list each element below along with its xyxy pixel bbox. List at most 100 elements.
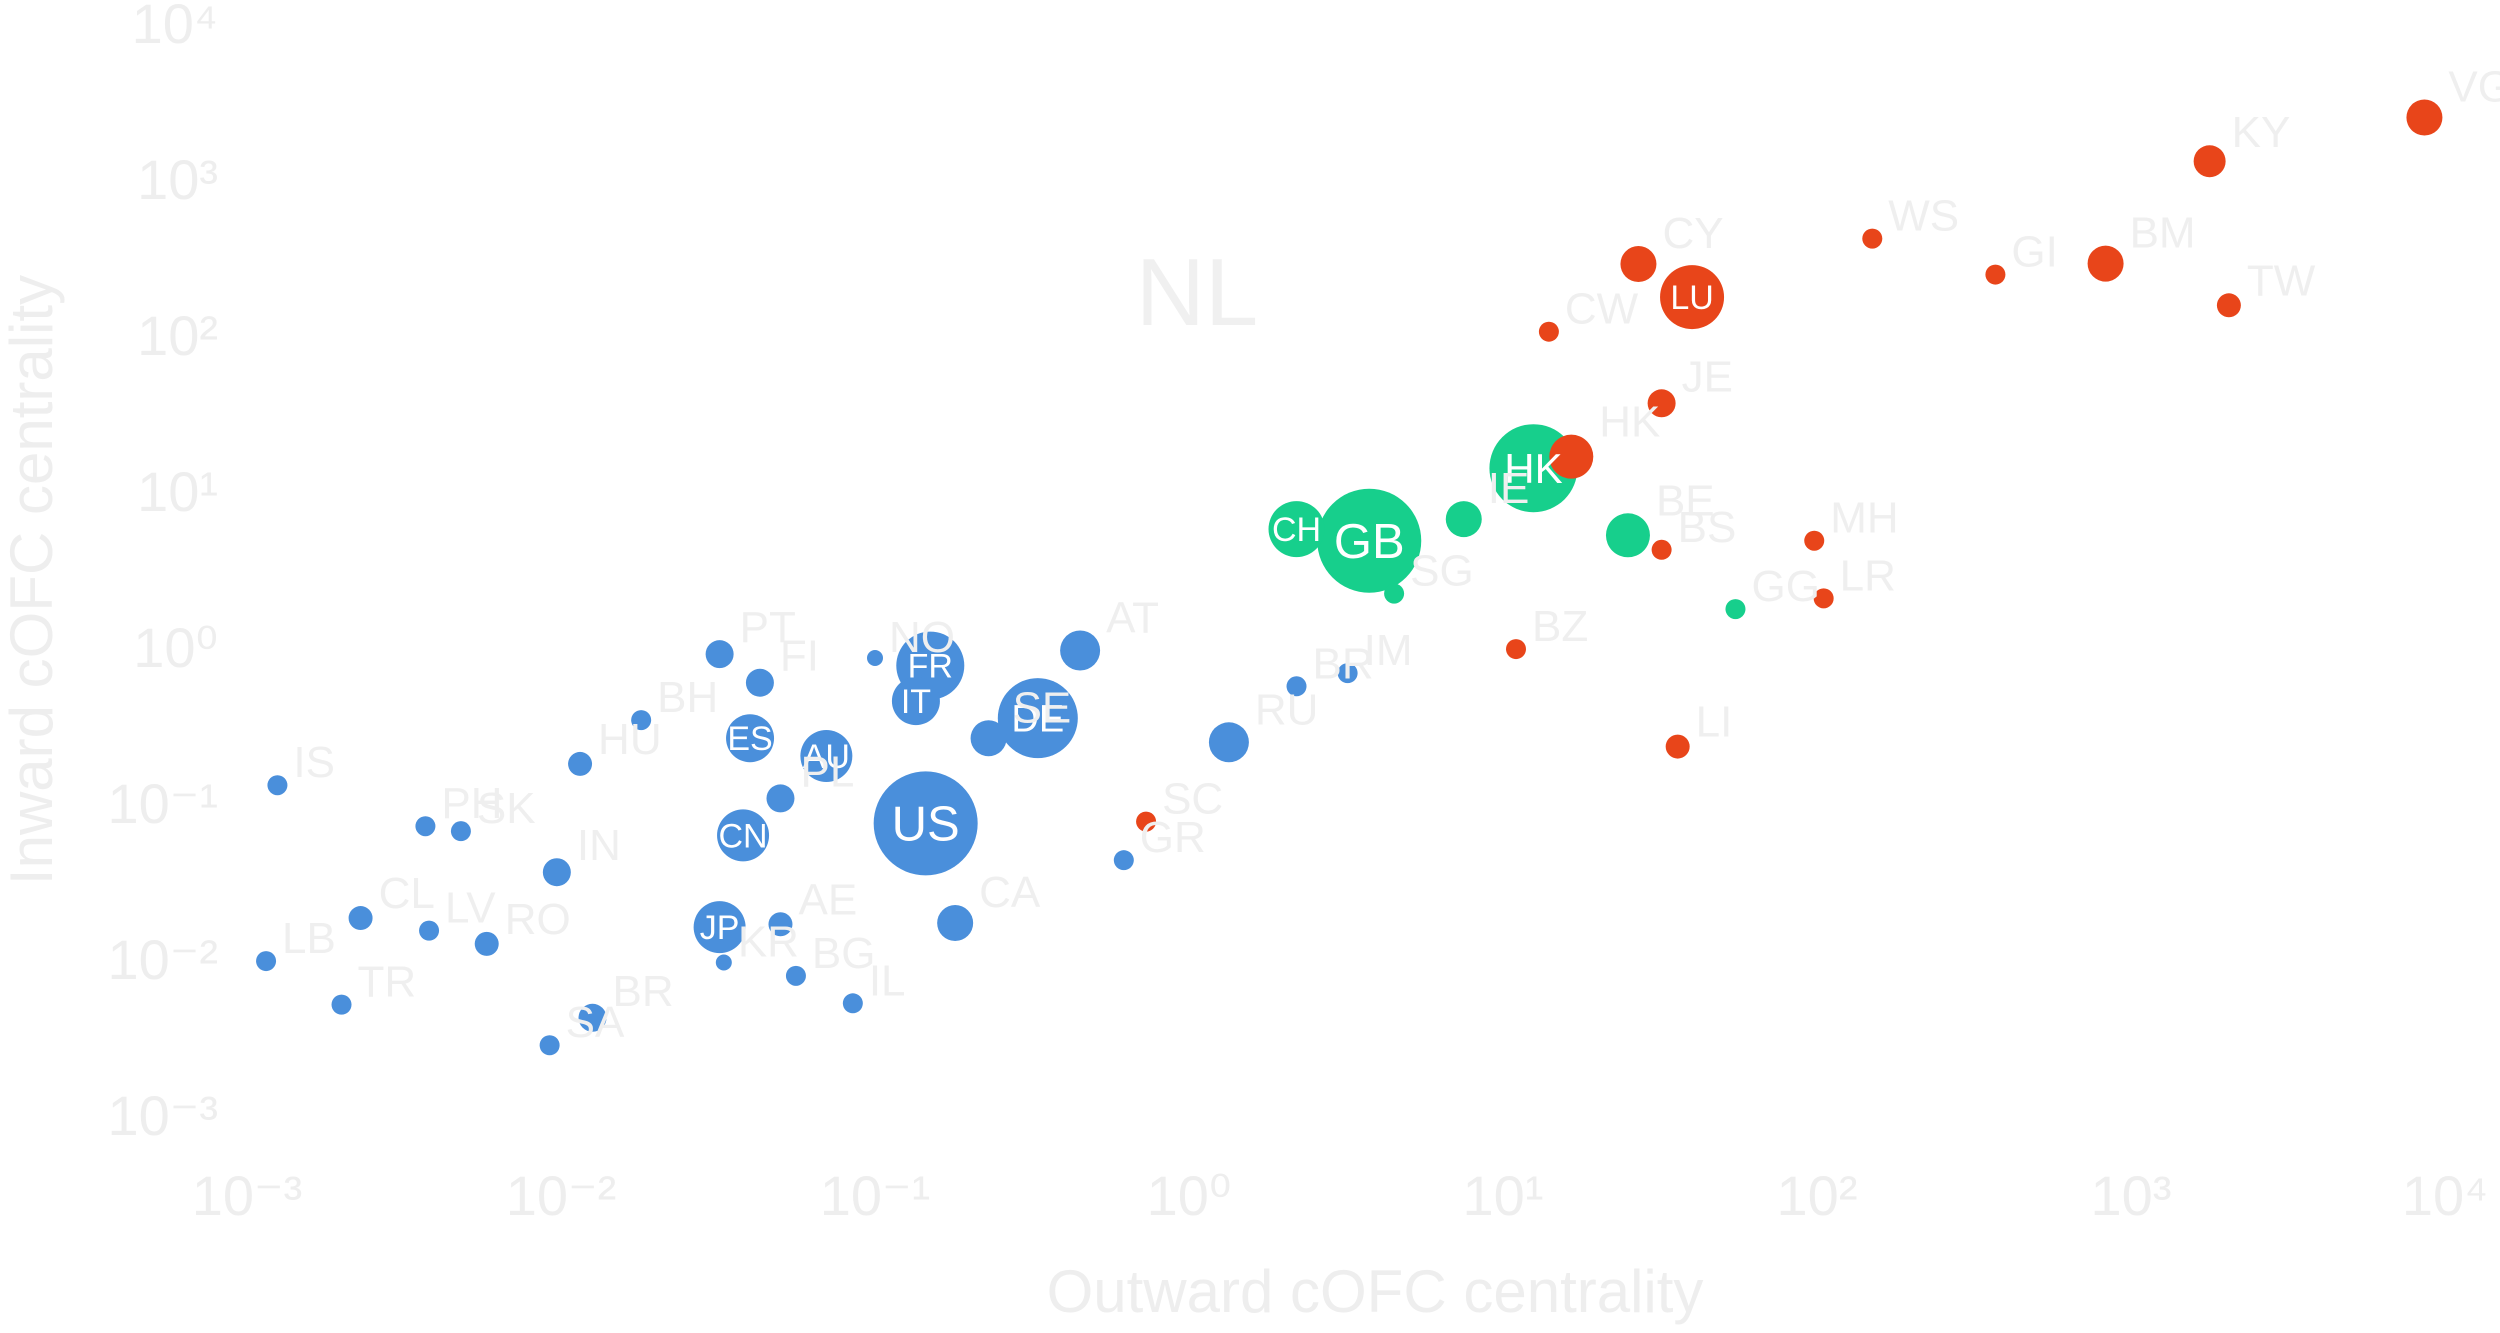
bubble-label-in: IN xyxy=(577,821,621,870)
y-axis-title: Inward cOFC centrality xyxy=(0,275,65,885)
bubble-es xyxy=(726,714,775,763)
bubble-label-br: BR xyxy=(613,967,674,1016)
bubble-il xyxy=(842,993,863,1014)
bubble-it xyxy=(891,677,940,726)
bubble-label-hu: HU xyxy=(598,715,662,764)
bubble-de xyxy=(997,678,1078,759)
bubble-sa xyxy=(539,1035,560,1056)
bubble-vg xyxy=(2406,99,2443,136)
bubble-label-is: IS xyxy=(293,738,335,787)
bubble-lb xyxy=(256,951,277,972)
x-tick-label: 10⁴ xyxy=(2402,1164,2488,1227)
bubble-label-je: JE xyxy=(1682,352,1733,401)
bubble-bg xyxy=(785,965,806,986)
bubble-pl xyxy=(766,784,795,813)
x-tick-label: 10³ xyxy=(2091,1164,2172,1227)
bubble-label-bm: BM xyxy=(2130,209,2196,258)
bubble-sc xyxy=(1136,811,1157,832)
y-tick-label: 10³ xyxy=(137,148,218,211)
bubble-at xyxy=(1060,630,1101,671)
bubble-label-ws: WS xyxy=(1888,192,1959,241)
bubble-label-vg: VG xyxy=(2448,62,2500,111)
bubble-label-sc: SC xyxy=(1162,775,1223,824)
bubble-label-bz: BZ xyxy=(1532,602,1588,651)
x-tick-label: 10⁻¹ xyxy=(820,1164,931,1227)
bubble-label-gg: GG xyxy=(1751,562,1819,611)
annotation-nl: NL xyxy=(1136,239,1259,346)
bubble-je xyxy=(1647,389,1676,418)
bubble-lv xyxy=(419,920,440,941)
bubble-label-lu: LU xyxy=(1670,279,1713,317)
bubble-gi xyxy=(1985,264,2006,285)
bubble-ca xyxy=(937,905,974,942)
x-axis-title: Outward cOFC centrality xyxy=(1047,1258,1704,1325)
bubble-label-bs: BS xyxy=(1678,503,1737,552)
x-tick-label: 10⁻² xyxy=(506,1164,617,1227)
bubble-label-im: IM xyxy=(1364,626,1413,675)
bubble-ws xyxy=(1862,228,1883,249)
bubble-label-mh: MH xyxy=(1830,494,1898,543)
bubble-ch xyxy=(1268,501,1325,558)
bubble-label-pl: PL xyxy=(800,747,854,796)
bubble-label-bg: BG xyxy=(812,929,876,978)
bubble-label-no: NO xyxy=(889,613,955,662)
bubble-is xyxy=(267,775,288,796)
bubble-hu xyxy=(568,751,593,776)
bubble-label-au: AU xyxy=(803,738,850,776)
bubble-label-ch: CH xyxy=(1272,511,1321,549)
bubble-label-ph: PH xyxy=(441,779,502,828)
bubble-label-es: ES xyxy=(727,720,772,758)
bubble-kr xyxy=(715,954,732,971)
bubble-gr xyxy=(1113,850,1134,871)
bubble-label-ie: IE xyxy=(1488,464,1530,513)
bubble-ph xyxy=(415,816,436,837)
y-tick-label: 10² xyxy=(137,304,218,367)
y-tick-label: 10⁻¹ xyxy=(108,772,219,835)
bubble-label-ro: RO xyxy=(505,895,571,944)
bubble-label-fi: FI xyxy=(780,632,819,681)
bubble-label-lb: LB xyxy=(282,914,336,963)
bubble-cn xyxy=(717,809,770,862)
bubble-label-hk: HK xyxy=(1504,445,1562,492)
bubble-no xyxy=(867,650,883,667)
bubble-ro xyxy=(474,931,499,956)
bubble-mh xyxy=(1804,530,1825,551)
x-tick-label: 10¹ xyxy=(1463,1164,1544,1227)
bubble-label-tr: TR xyxy=(358,958,417,1007)
bubble-label-cl: CL xyxy=(379,869,435,918)
bubble-label-il: IL xyxy=(869,956,906,1005)
bubble-label-li: LI xyxy=(1696,698,1733,747)
bubble-label-jp: JP xyxy=(700,909,740,947)
bubble-bh xyxy=(631,710,652,731)
bubble-gb xyxy=(1317,488,1422,593)
bubble-im xyxy=(1337,663,1358,684)
x-tick-label: 10² xyxy=(1777,1164,1858,1227)
bubble-label-gi: GI xyxy=(2011,228,2057,277)
bubble-bm xyxy=(2087,245,2124,282)
bubble-label-cy: CY xyxy=(1662,209,1723,258)
bubble-label-it: IT xyxy=(901,683,931,721)
bubble-se xyxy=(970,720,1007,757)
bubble-label-lv: LV xyxy=(445,884,496,933)
bubble-label-gr: GR xyxy=(1140,813,1206,862)
bubble-label-be: BE xyxy=(1656,476,1715,525)
bubble-ky xyxy=(2193,145,2226,178)
bubble-jp xyxy=(693,901,746,954)
bubbles xyxy=(256,99,2443,1056)
bubble-label-de: DE xyxy=(1011,698,1064,740)
bubble-label-fr: FR xyxy=(908,647,953,685)
bubble-label-hk: HK xyxy=(1599,398,1660,447)
bubble-sg xyxy=(1384,583,1405,604)
bubble-label-pt: PT xyxy=(740,603,796,652)
bubble-label-ae: AE xyxy=(798,875,857,924)
x-tick-label: 10⁻³ xyxy=(192,1164,303,1227)
bubble-li xyxy=(1665,734,1690,759)
bubble-label-us: US xyxy=(892,798,960,852)
bubble-pt xyxy=(705,640,734,669)
bubble-in xyxy=(542,858,571,887)
bubble-ru xyxy=(1208,722,1249,763)
bubble-label-se: SE xyxy=(1013,683,1072,732)
y-tick-label: 10⁴ xyxy=(132,0,218,55)
bubble-tw xyxy=(2216,293,2241,318)
bubble-label-sk: SK xyxy=(477,784,536,833)
